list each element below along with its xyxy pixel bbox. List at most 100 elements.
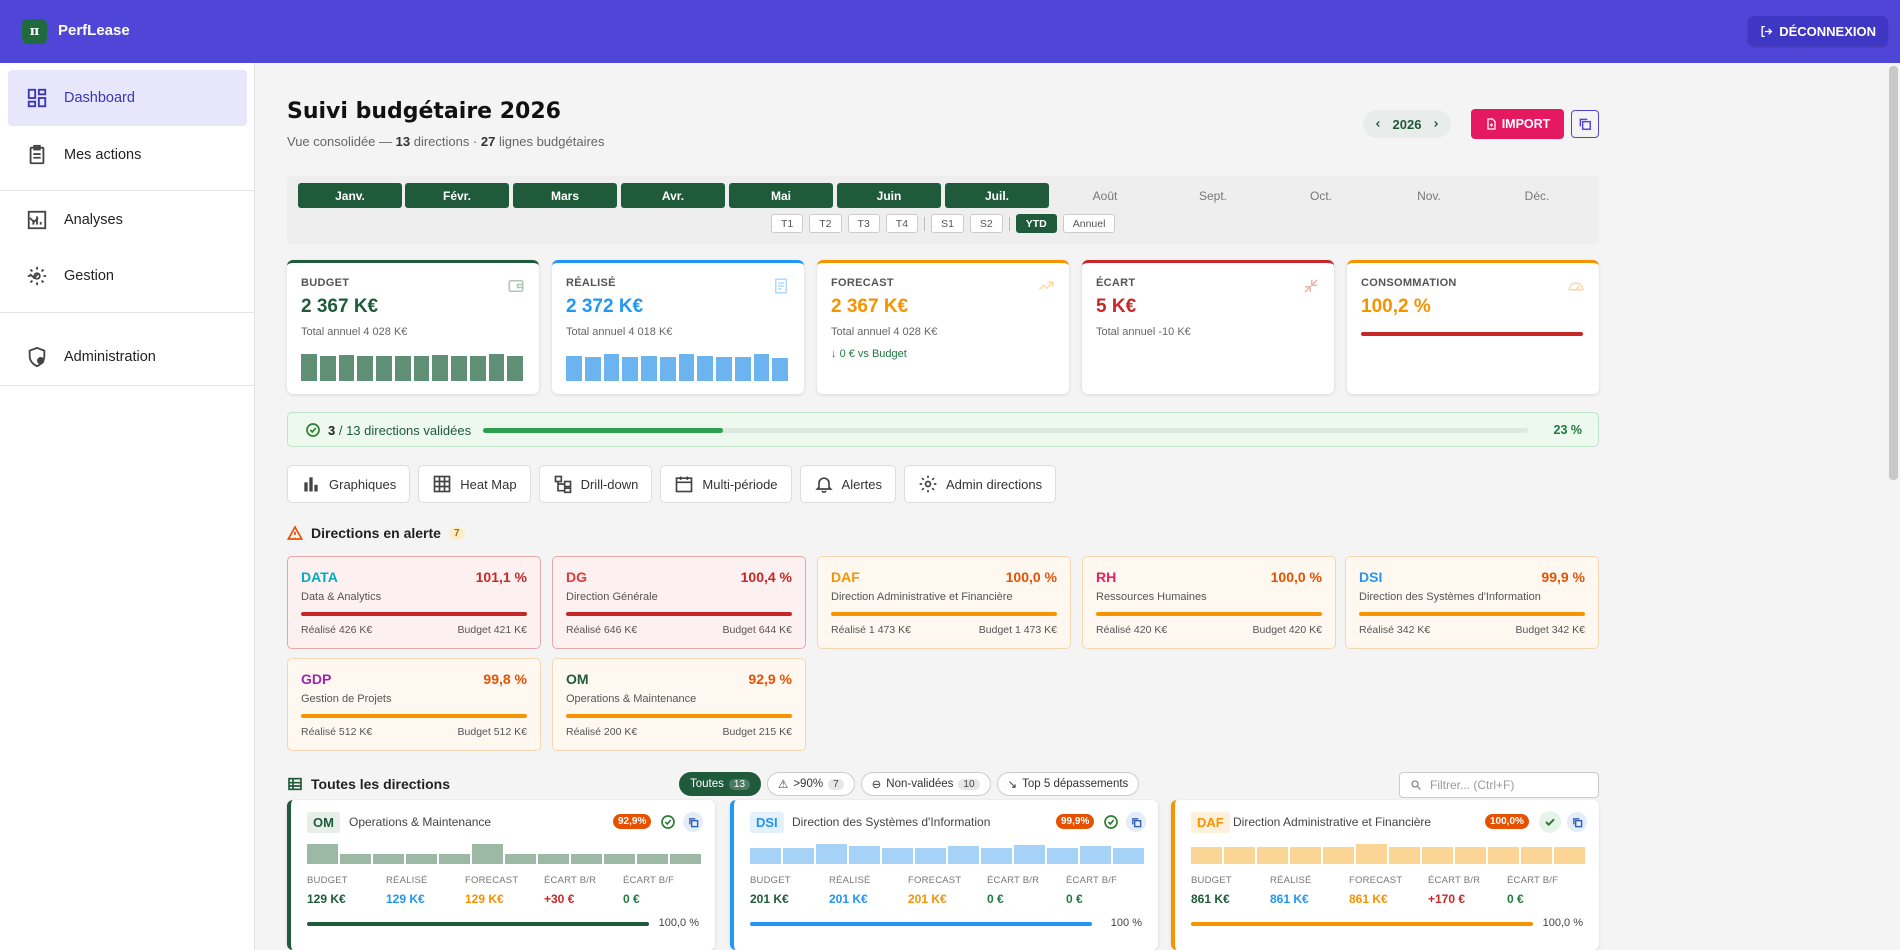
direction-code: DAF xyxy=(831,569,860,585)
consumption-percent: 100,0 % xyxy=(658,917,699,929)
spark-bar xyxy=(1323,847,1354,864)
copy-button[interactable] xyxy=(1571,110,1599,138)
alert-card-dsi[interactable]: DSI 99,9 % Direction des Systèmes d'Info… xyxy=(1345,556,1599,649)
sidebar-item-administration[interactable]: Administration xyxy=(8,329,247,385)
period-chip[interactable]: T4 xyxy=(885,214,919,233)
stat-value: 201 K€ xyxy=(908,892,947,906)
alert-card-dg[interactable]: DG 100,4 % Direction Générale Réalisé 64… xyxy=(552,556,806,649)
logout-button[interactable]: DÉCONNEXION xyxy=(1748,16,1888,46)
sidebar-item-analyses[interactable]: Analyses xyxy=(8,192,247,248)
period-chip[interactable]: S1 xyxy=(931,214,964,233)
tool-label: Multi-période xyxy=(702,476,778,492)
consumption-bar xyxy=(307,922,649,926)
heatmap-button[interactable]: Heat Map xyxy=(418,465,531,503)
period-chip[interactable]: T3 xyxy=(847,214,880,233)
consumption-bar xyxy=(1359,612,1585,616)
filter-input[interactable]: Filtrer... (Ctrl+F) xyxy=(1399,772,1599,798)
subtitle-text: directions · xyxy=(410,134,481,149)
stat-value: 861 K€ xyxy=(1349,892,1388,906)
stat-value: 861 K€ xyxy=(1270,892,1309,906)
sidebar-item-mes-actions[interactable]: Mes actions xyxy=(8,127,247,183)
admin-directions-button[interactable]: Admin directions xyxy=(904,465,1057,503)
period-chip[interactable]: T2 xyxy=(809,214,842,233)
chip-count: 10 xyxy=(958,778,980,790)
month-button[interactable]: Sept. xyxy=(1198,188,1228,203)
kpi-card-realise[interactable]: RÉALISÉ 2 372 K€ Total annuel 4 018 K€ xyxy=(552,260,804,394)
direction-card-om[interactable]: OM Operations & Maintenance 92,9% BUDGET… xyxy=(287,800,715,950)
app-logo[interactable]: π xyxy=(22,19,47,44)
alert-card-data[interactable]: DATA 101,1 % Data & Analytics Réalisé 42… xyxy=(287,556,541,649)
kpi-card-budget[interactable]: BUDGET 2 367 K€ Total annuel 4 028 K€ xyxy=(287,260,539,394)
spark-bar xyxy=(1047,848,1078,864)
graphiques-button[interactable]: Graphiques xyxy=(287,465,411,503)
check-icon[interactable] xyxy=(1539,811,1561,833)
consumption-bar xyxy=(1191,922,1533,926)
month-button[interactable]: Févr. xyxy=(405,183,509,208)
grid-icon xyxy=(433,475,451,493)
month-button[interactable]: Juin xyxy=(837,183,941,208)
multiperiode-button[interactable]: Multi-période xyxy=(660,465,792,503)
alerts-count-badge: 7 xyxy=(448,526,465,540)
app-brand[interactable]: PerfLease xyxy=(58,22,130,39)
kpi-card-forecast[interactable]: FORECAST 2 367 K€ Total annuel 4 028 K€ … xyxy=(817,260,1069,394)
direction-name: Operations & Maintenance xyxy=(349,815,492,829)
import-button[interactable]: IMPORT xyxy=(1471,109,1564,139)
period-chip[interactable]: T1 xyxy=(771,214,804,233)
kpi-card-ecart[interactable]: ÉCART 5 K€ Total annuel -10 K€ xyxy=(1082,260,1334,394)
realise-value: Réalisé 200 K€ xyxy=(566,726,638,738)
check-circle-icon[interactable] xyxy=(660,814,676,830)
month-button[interactable]: Oct. xyxy=(1309,188,1332,203)
percent-badge: 99,9% xyxy=(1056,814,1095,829)
month-button[interactable]: Janv. xyxy=(298,183,402,208)
alert-card-gdp[interactable]: GDP 99,8 % Gestion de Projets Réalisé 51… xyxy=(287,658,541,751)
month-button[interactable]: Juil. xyxy=(945,183,1049,208)
stat-value: 0 € xyxy=(623,892,640,906)
spark-bar xyxy=(319,356,336,381)
hierarchy-icon xyxy=(554,475,571,494)
scrollbar[interactable] xyxy=(1889,66,1898,480)
period-chip[interactable]: YTD xyxy=(1015,214,1057,233)
filter-over-90[interactable]: ⚠ >90% 7 xyxy=(767,772,855,796)
month-button[interactable]: Mars xyxy=(513,183,617,208)
alert-card-om[interactable]: OM 92,9 % Operations & Maintenance Réali… xyxy=(552,658,806,751)
period-chip[interactable]: Annuel xyxy=(1062,214,1116,233)
alertes-button[interactable]: Alertes xyxy=(799,465,897,503)
copy-button[interactable] xyxy=(1567,812,1587,832)
copy-icon xyxy=(688,817,698,827)
period-selector: Janv. Févr. Mars Avr. Mai Juin Juil. Aoû… xyxy=(287,176,1599,244)
direction-percent: 99,9 % xyxy=(1541,569,1585,585)
direction-card-dsi[interactable]: DSI Direction des Systèmes d'Information… xyxy=(730,800,1158,950)
drilldown-button[interactable]: Drill-down xyxy=(538,465,653,503)
direction-percent: 92,9 % xyxy=(748,671,792,687)
direction-code: DAF xyxy=(1191,812,1230,833)
check-circle-icon[interactable] xyxy=(1103,814,1119,830)
budget-value: Budget 1 473 K€ xyxy=(978,624,1057,636)
month-button[interactable]: Nov. xyxy=(1417,188,1441,203)
copy-button[interactable] xyxy=(683,812,703,832)
copy-button[interactable] xyxy=(1126,812,1146,832)
direction-code: OM xyxy=(566,671,589,687)
filter-toutes[interactable]: Toutes 13 xyxy=(679,772,762,796)
direction-name: Direction des Systèmes d'Information xyxy=(1359,591,1541,603)
stat-label: BUDGET xyxy=(1191,875,1232,886)
filter-top5[interactable]: ↘ Top 5 dépassements xyxy=(996,772,1140,796)
stat-forecast: FORECAST 129 K€ xyxy=(465,875,518,906)
kpi-card-consommation[interactable]: CONSOMMATION 100,2 % xyxy=(1347,260,1599,394)
month-button[interactable]: Déc. xyxy=(1524,188,1550,203)
sidebar-item-gestion[interactable]: Gestion xyxy=(8,248,247,304)
kpi-value: 5 K€ xyxy=(1096,296,1137,317)
chip-label: >90% xyxy=(793,778,824,790)
spark-bar xyxy=(373,854,404,864)
alert-card-daf[interactable]: DAF 100,0 % Direction Administrative et … xyxy=(817,556,1071,649)
period-chip[interactable]: S2 xyxy=(969,214,1003,233)
month-button[interactable]: Mai xyxy=(729,183,833,208)
direction-card-daf[interactable]: DAF Direction Administrative et Financiè… xyxy=(1171,800,1599,950)
chevron-right-icon[interactable] xyxy=(1431,119,1441,129)
month-button[interactable]: Avr. xyxy=(621,183,725,208)
chevron-left-icon[interactable] xyxy=(1373,119,1383,129)
month-button[interactable]: Août xyxy=(1092,188,1118,203)
sidebar-item-dashboard[interactable]: Dashboard xyxy=(8,70,247,126)
alert-card-rh[interactable]: RH 100,0 % Ressources Humaines Réalisé 4… xyxy=(1082,556,1336,649)
filter-non-validees[interactable]: ⊖ Non-validées 10 xyxy=(860,772,991,796)
stat-value: 861 K€ xyxy=(1191,892,1230,906)
